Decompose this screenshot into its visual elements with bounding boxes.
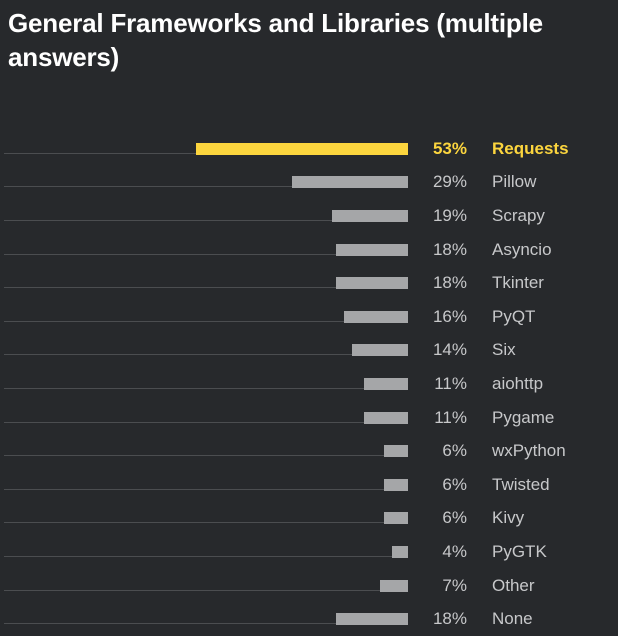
chart-row: 18% Asyncio xyxy=(0,233,618,267)
bar xyxy=(352,344,408,357)
value-label: 19% xyxy=(432,205,467,225)
bar-track-line xyxy=(4,253,408,255)
bar xyxy=(336,613,408,626)
value-label: 6% xyxy=(442,508,467,528)
bar-area xyxy=(0,266,408,300)
category-label: Other xyxy=(492,575,535,595)
chart-row: 14% Six xyxy=(0,334,618,368)
chart-row: 6% Kivy xyxy=(0,502,618,536)
bar-area xyxy=(0,199,408,233)
bar-chart: 53% Requests 29% Pillow 19% Scrapy 18% A… xyxy=(0,132,618,636)
chart-row: 6% wxPython xyxy=(0,434,618,468)
bar-area xyxy=(0,535,408,569)
category-label: Six xyxy=(492,340,516,360)
bar-track-line xyxy=(4,488,408,490)
bar-track-line xyxy=(4,354,408,356)
chart-row: 4% PyGTK xyxy=(0,535,618,569)
chart-row: 18% None xyxy=(0,602,618,636)
bar-track-line xyxy=(4,219,408,221)
value-label: 11% xyxy=(434,407,467,427)
bar-track-line xyxy=(4,555,408,557)
category-label: Twisted xyxy=(492,474,550,494)
bar-area xyxy=(0,132,408,166)
value-label: 29% xyxy=(432,172,467,192)
value-label: 4% xyxy=(442,541,467,561)
value-label: 18% xyxy=(432,273,467,293)
category-label: Tkinter xyxy=(492,273,544,293)
category-label: wxPython xyxy=(492,441,566,461)
category-label: Scrapy xyxy=(492,205,545,225)
bar xyxy=(364,411,408,424)
chart-rows: 53% Requests 29% Pillow 19% Scrapy 18% A… xyxy=(0,132,618,636)
value-label: 6% xyxy=(442,441,467,461)
bar xyxy=(364,377,408,390)
value-label: 11% xyxy=(434,373,467,393)
category-label: Kivy xyxy=(492,508,525,528)
bar-track-line xyxy=(4,186,408,188)
bar-area xyxy=(0,468,408,502)
bar-area xyxy=(0,166,408,200)
chart-row: 6% Twisted xyxy=(0,468,618,502)
bar-area xyxy=(0,401,408,435)
bar-track-line xyxy=(4,623,408,625)
bar-area xyxy=(0,300,408,334)
bar xyxy=(392,545,408,558)
bar xyxy=(196,142,408,155)
bar-track-line xyxy=(4,421,408,423)
bar-track-line xyxy=(4,455,408,457)
bar xyxy=(332,209,408,222)
category-label: Asyncio xyxy=(492,239,552,259)
bar-area xyxy=(0,502,408,536)
value-label: 14% xyxy=(432,340,467,360)
category-label: Requests xyxy=(492,138,569,158)
bar-track-line xyxy=(4,589,408,591)
category-label: PyGTK xyxy=(492,541,547,561)
value-label: 16% xyxy=(432,306,467,326)
chart-row: 18% Tkinter xyxy=(0,266,618,300)
bar-area xyxy=(0,569,408,603)
bar-area xyxy=(0,233,408,267)
value-label: 6% xyxy=(442,474,467,494)
category-label: None xyxy=(492,609,533,629)
chart-row: 11% aiohttp xyxy=(0,367,618,401)
bar xyxy=(336,277,408,290)
bar xyxy=(344,310,408,323)
bar xyxy=(336,243,408,256)
bar-area xyxy=(0,334,408,368)
value-label: 7% xyxy=(442,575,467,595)
category-label: Pygame xyxy=(492,407,555,427)
category-label: PyQT xyxy=(492,306,536,326)
chart-row: 29% Pillow xyxy=(0,166,618,200)
value-label: 53% xyxy=(432,138,467,158)
bar-track-line xyxy=(4,522,408,524)
bar-track-line xyxy=(4,320,408,322)
chart-row: 7% Other xyxy=(0,569,618,603)
bar xyxy=(384,478,408,491)
chart-row: 19% Scrapy xyxy=(0,199,618,233)
bar-track-line xyxy=(4,287,408,289)
chart-row: 16% PyQT xyxy=(0,300,618,334)
bar-area xyxy=(0,602,408,636)
chart-title: General Frameworks and Libraries (multip… xyxy=(8,8,543,72)
bar-area xyxy=(0,367,408,401)
value-label: 18% xyxy=(432,609,467,629)
bar xyxy=(292,176,408,189)
value-label: 18% xyxy=(432,239,467,259)
category-label: Pillow xyxy=(492,172,537,192)
category-label: aiohttp xyxy=(492,373,544,393)
chart-row: 11% Pygame xyxy=(0,401,618,435)
bar-track-line xyxy=(4,387,408,389)
bar xyxy=(380,579,408,592)
bar xyxy=(384,512,408,525)
chart-row: 53% Requests xyxy=(0,132,618,166)
bar-area xyxy=(0,434,408,468)
bar xyxy=(384,445,408,458)
